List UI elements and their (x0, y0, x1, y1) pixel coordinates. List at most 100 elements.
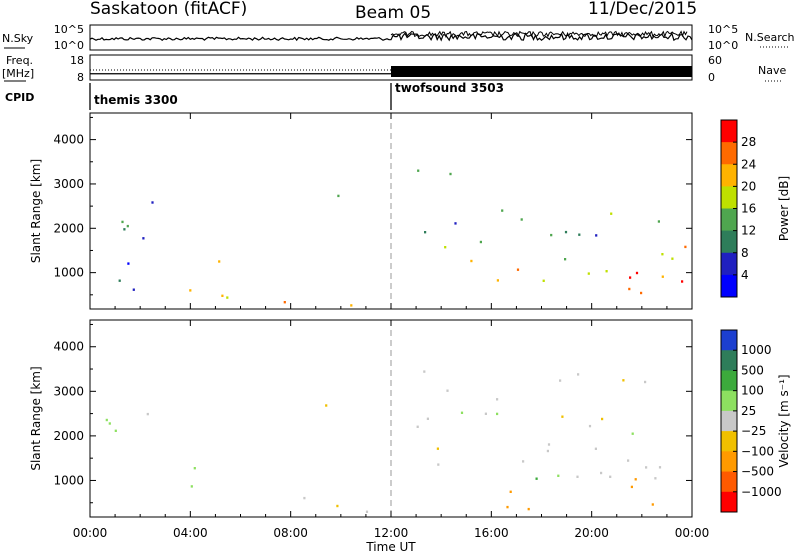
velocity-cell (609, 475, 612, 478)
power-ytick-label: 3000 (53, 177, 84, 191)
velocity-cells (105, 370, 662, 513)
velocity-cell (634, 478, 637, 481)
velocity-cell (631, 432, 634, 435)
power-colorbar-swatch (721, 186, 737, 209)
power-colorbar-swatch (721, 142, 737, 165)
velocity-cell (193, 467, 196, 470)
velocity-cell (509, 490, 512, 493)
nsearch-series-line (390, 30, 688, 38)
power-cell (226, 296, 229, 299)
power-cell (516, 268, 520, 271)
power-cell (564, 230, 568, 234)
power-cell (640, 291, 643, 295)
power-cell (454, 222, 457, 225)
velocity-cell (336, 504, 339, 508)
cpid-segment-label-0: themis 3300 (94, 93, 178, 107)
velocity-cell (484, 412, 487, 415)
velocity-cell (460, 411, 464, 414)
power-cell (479, 240, 482, 244)
velocity-colorbar: 1000 500 100 25 −25 −100 −500 −1000 Velocity [m … (720, 329, 791, 513)
power-cell (661, 275, 664, 278)
power-cell (578, 233, 581, 236)
noise-left-tick-top: 10^5 (54, 23, 84, 36)
power-colorbar-swatch (721, 208, 737, 232)
velocity-colorbar-tick-label: −500 (741, 465, 774, 479)
velocity-cell (594, 447, 597, 450)
velocity-cell (651, 503, 654, 506)
power-colorbar-swatch (721, 230, 737, 254)
power-cell (283, 301, 286, 304)
power-ytick-label: 4000 (53, 133, 84, 147)
velocity-colorbar-tick-label: 500 (741, 363, 764, 377)
power-colorbar: 28 24 20 16 12 8 4 Power [dB] (720, 119, 791, 298)
velocity-cell (426, 417, 429, 420)
velocity-colorbar-tick-label: 25 (741, 404, 756, 418)
velocity-cell (496, 412, 499, 416)
velocity-cell (630, 485, 633, 489)
freq-left-tick-top: 18 (70, 54, 84, 67)
power-cell (587, 272, 590, 275)
nave-label: Nave (758, 64, 786, 77)
power-colorbar-tick-label: 4 (741, 268, 749, 282)
power-colorbar-swatch (721, 252, 737, 276)
velocity-colorbar-swatch (721, 471, 737, 493)
power-colorbar-swatch (721, 120, 737, 143)
velocity-colorbar-tick-label: −25 (741, 424, 766, 438)
velocity-cell (561, 415, 564, 418)
power-cell (337, 194, 340, 198)
velocity-cell (423, 370, 426, 373)
velocity-cell (601, 417, 604, 421)
power-cell (151, 201, 154, 204)
velocity-cell (622, 379, 625, 382)
freq-left-tick-bottom: 8 (77, 71, 84, 84)
date-label: 11/Dec/2015 (588, 0, 697, 19)
time-tick-label: 12:00 (374, 526, 409, 540)
nave-right-tick-bottom: 0 (708, 71, 715, 84)
noise-right-tick-top: 10^5 (708, 23, 738, 36)
power-colorbar-tick-label: 20 (741, 179, 756, 193)
power-cell (520, 218, 523, 221)
cpid-segment-label-1: twofsound 3503 (395, 81, 504, 95)
noise-frame (89, 24, 693, 51)
noise-left-tick-bottom: 10^0 (54, 39, 84, 52)
velocity-cell (190, 485, 193, 488)
power-cell (218, 260, 221, 263)
power-cell (470, 259, 473, 263)
velocity-colorbar-swatch (721, 410, 737, 432)
freq-label-line1: Freq. (6, 54, 33, 67)
power-cell (501, 209, 504, 212)
velocity-colorbar-frame (720, 329, 738, 513)
power-cell (629, 276, 632, 279)
freq-label-line2: [MHz] (2, 67, 34, 80)
nsky-label: N.Sky (2, 32, 34, 45)
time-tick-label: 16:00 (474, 526, 509, 540)
power-cell (550, 233, 553, 237)
velocity-cell (436, 447, 439, 450)
velocity-colorbar-label: Velocity [m s⁻¹] (777, 374, 791, 467)
velocity-ytick-label: 1000 (53, 473, 84, 487)
velocity-cell (576, 475, 579, 478)
power-cell (661, 253, 664, 256)
nave-right-tick-top: 60 (708, 54, 722, 67)
power-colorbar-swatch (721, 274, 737, 298)
power-colorbar-label: Power [dB] (777, 176, 791, 241)
velocity-ytick-label: 4000 (53, 340, 84, 354)
velocity-colorbar-swatch (721, 390, 737, 412)
power-cell (118, 279, 121, 282)
velocity-cell (546, 449, 549, 453)
velocity-cell (627, 459, 630, 462)
velocity-cell (365, 510, 369, 513)
power-cell (605, 270, 608, 273)
power-cell (564, 258, 567, 261)
velocity-cell (446, 389, 449, 392)
power-cell (628, 287, 631, 291)
velocity-colorbar-tick-label: −1000 (741, 485, 782, 499)
nsearch-label: N.Search (745, 31, 795, 44)
power-cell (684, 245, 687, 249)
power-cell (132, 288, 135, 291)
velocity-cell (645, 466, 648, 469)
velocity-colorbar-swatch (721, 370, 737, 392)
power-colorbar-tick-label: 12 (741, 224, 756, 238)
power-cell (595, 234, 598, 237)
